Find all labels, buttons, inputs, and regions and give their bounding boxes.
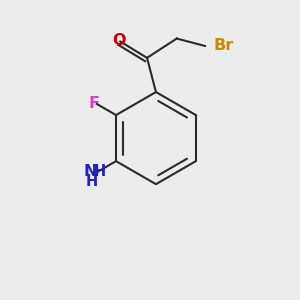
Text: Br: Br — [213, 38, 234, 52]
Text: F: F — [88, 96, 99, 111]
Text: H: H — [94, 164, 106, 179]
Text: N: N — [83, 164, 97, 179]
Text: O: O — [112, 33, 125, 48]
Text: H: H — [86, 174, 98, 189]
